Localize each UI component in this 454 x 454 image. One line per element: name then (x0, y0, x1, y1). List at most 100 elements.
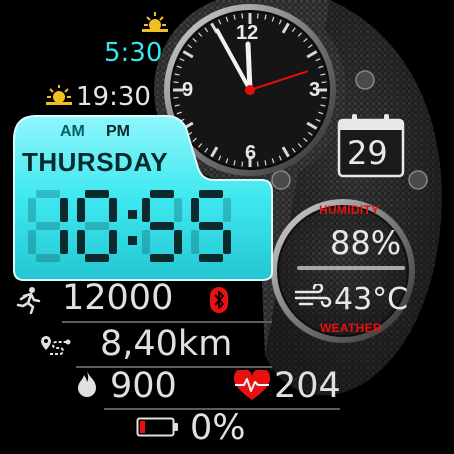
clock-minute-tick (303, 137, 308, 142)
heart-rate-value: 204 (274, 366, 341, 406)
wind-icon (294, 284, 332, 308)
clock-minute-tick (233, 14, 236, 20)
clock-minute-tick (271, 16, 275, 22)
lcd-segment (109, 230, 117, 254)
battery-value: 0% (190, 408, 246, 448)
lcd-segment (174, 198, 182, 222)
clock-hour-tick (210, 146, 219, 158)
clock-minute-tick (307, 131, 313, 136)
second-hand (248, 70, 309, 91)
clock-minute-tick (291, 147, 296, 153)
battery-icon (136, 417, 178, 437)
lcd-segment (28, 230, 36, 254)
clock-minute-tick (198, 32, 203, 37)
analog-clock-hands (215, 28, 309, 95)
lcd-segment (199, 222, 223, 230)
steps-value: 12000 (62, 278, 174, 318)
lcd-segment (36, 254, 60, 262)
clock-minute-tick (278, 19, 282, 25)
clock-minute-tick (176, 111, 182, 115)
lcd-segment (142, 230, 150, 254)
lcd-segment (60, 198, 68, 222)
clock-minute-tick (241, 161, 244, 167)
lcd-segment (191, 230, 199, 254)
clock-minute-tick (303, 38, 308, 43)
flame-icon (78, 371, 96, 397)
lcd-segment (36, 222, 60, 230)
clock-minute-tick (320, 104, 326, 107)
clock-minute-tick (318, 65, 324, 69)
clock-minute-tick (198, 143, 203, 148)
numeral-6: 6 (245, 142, 257, 164)
distance-value: 8,40km (100, 324, 233, 364)
clock-minute-tick (321, 96, 327, 99)
calendar-date: 29 (347, 134, 388, 172)
weather-label: WEATHER (320, 321, 382, 335)
clock-minute-tick (192, 137, 197, 142)
clock-minute-tick (291, 27, 296, 33)
lcd-segment (28, 198, 36, 222)
clock-minute-tick (241, 13, 244, 19)
screw-decoration (271, 70, 428, 190)
clock-minute-tick (256, 13, 259, 19)
lcd-segment (85, 254, 109, 262)
clock-minute-tick (173, 81, 179, 84)
clock-minute-tick (173, 96, 179, 99)
clock-minute-tick (320, 73, 326, 76)
clock-minute-tick (264, 160, 267, 166)
clock-minute-tick (271, 158, 275, 164)
clock-minute-tick (225, 16, 229, 22)
clock-hour-tick (182, 50, 194, 59)
clock-minute-tick (297, 143, 302, 148)
lcd-colon (128, 236, 137, 245)
clock-minute-tick (264, 14, 267, 20)
lcd-segment (36, 190, 60, 198)
running-icon (16, 287, 41, 314)
lcd-segment (77, 198, 85, 222)
clock-minute-tick (278, 155, 282, 161)
lcd-segment (77, 230, 85, 254)
day-of-week: THURSDAY (22, 147, 169, 177)
clock-minute-tick (318, 111, 324, 115)
bluetooth-icon (210, 287, 228, 313)
clock-minute-tick (218, 155, 222, 161)
sunset-icon (46, 85, 72, 105)
clock-minute-tick (192, 38, 197, 43)
route-icon (41, 336, 71, 355)
clock-minute-tick (187, 44, 193, 49)
clock-minute-tick (315, 118, 321, 122)
clock-minute-tick (297, 32, 302, 37)
numeral-9: 9 (182, 79, 194, 101)
hour-hand (245, 41, 253, 93)
lcd-segment (150, 190, 174, 198)
heart-rate-icon (233, 370, 271, 400)
lcd-segment (174, 230, 182, 254)
lcd-segment (223, 198, 231, 222)
lcd-segment (150, 254, 174, 262)
calories-value: 900 (110, 366, 177, 406)
lcd-segment (199, 190, 223, 198)
lcd-segment (223, 230, 231, 254)
clock-minute-tick (176, 65, 182, 69)
lcd-segment (199, 254, 223, 262)
numeral-3: 3 (309, 79, 321, 101)
lcd-segment (85, 222, 109, 230)
temperature-value: 43°C (334, 282, 409, 317)
clock-hour-tick (306, 121, 318, 130)
lcd-segment (191, 198, 199, 222)
lcd-segment (142, 198, 150, 222)
calendar-icon (337, 114, 405, 178)
am-indicator: AM (60, 123, 85, 140)
digital-time (28, 190, 231, 262)
clock-minute-tick (174, 104, 180, 107)
numeral-12: 12 (236, 22, 259, 44)
clock-hour-tick (281, 22, 290, 34)
clock-minute-tick (321, 81, 327, 84)
sunset-time: 19:30 (76, 82, 151, 112)
clock-minute-tick (174, 73, 180, 76)
lcd-colon (128, 210, 137, 219)
clock-minute-tick (256, 161, 259, 167)
humidity-label: HUMIDITY (319, 203, 380, 217)
clock-minute-tick (233, 160, 236, 166)
clock-minute-tick (218, 19, 222, 25)
